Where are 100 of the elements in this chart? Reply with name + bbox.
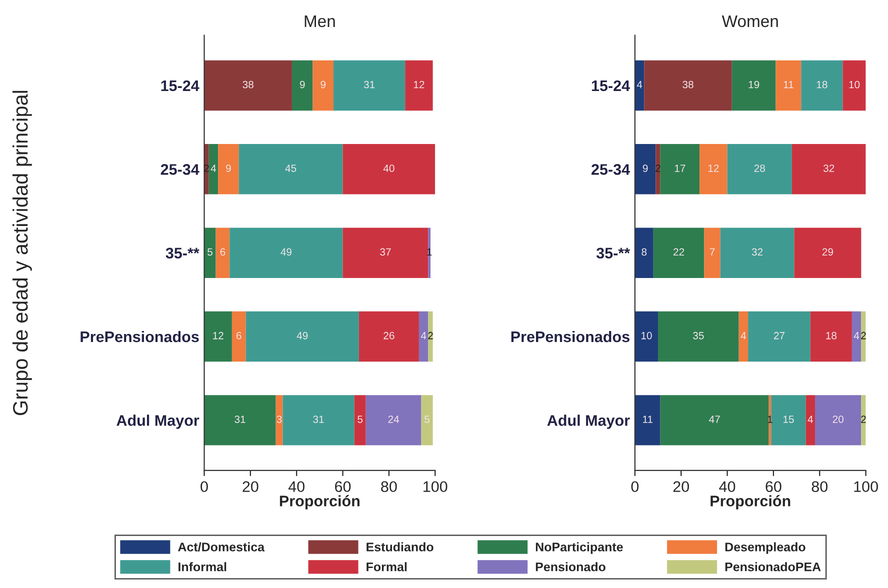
bar <box>358 311 419 362</box>
data-label: 31 <box>313 416 324 423</box>
data-label: 38 <box>242 80 254 88</box>
data-label: 4 <box>808 416 813 423</box>
bar <box>634 60 644 111</box>
bar <box>634 228 654 278</box>
data-label: 12 <box>414 80 424 88</box>
bar <box>634 144 656 194</box>
bar <box>861 395 866 446</box>
legend-label: Desempleado <box>725 542 806 554</box>
bar <box>204 311 232 362</box>
data-label: 2 <box>861 332 866 340</box>
x-tick-label: 60 <box>766 481 782 492</box>
data-label: 4 <box>740 332 746 340</box>
data-label: 24 <box>388 416 400 423</box>
bar <box>806 395 816 446</box>
bar <box>334 60 406 111</box>
data-label: 18 <box>826 332 837 340</box>
bar <box>246 311 359 362</box>
bar <box>653 228 704 278</box>
data-label: 11 <box>784 81 794 88</box>
bar <box>216 228 230 278</box>
legend-label: NoParticipante <box>536 542 623 554</box>
data-label: 35 <box>693 332 704 340</box>
data-label: 28 <box>754 164 765 172</box>
bar <box>810 311 852 362</box>
data-label: 12 <box>708 164 719 172</box>
x-tick-label: 80 <box>812 481 828 492</box>
bar <box>732 60 776 111</box>
x-tick-label: 0 <box>200 481 208 492</box>
bar <box>238 144 343 194</box>
bar <box>704 228 720 278</box>
x-tick-label: 20 <box>673 481 689 492</box>
x-tick-label: 20 <box>242 481 258 492</box>
data-label: 6 <box>236 332 242 340</box>
bar <box>342 144 436 194</box>
bar <box>801 60 843 111</box>
data-label: 22 <box>674 248 684 256</box>
data-label: 32 <box>752 248 763 256</box>
bar <box>418 311 428 362</box>
y-tick-label: 15-24 <box>592 80 630 92</box>
bar <box>232 311 246 362</box>
data-label: 18 <box>816 80 828 88</box>
bar <box>218 144 239 194</box>
data-label: 9 <box>320 80 326 88</box>
bar <box>794 228 862 278</box>
data-label: 20 <box>832 416 844 423</box>
bar <box>208 144 218 194</box>
bar <box>421 395 433 446</box>
data-label: 38 <box>682 80 694 88</box>
data-label: 10 <box>849 80 860 88</box>
x-tick-label: 0 <box>631 481 639 492</box>
data-label: 5 <box>208 248 212 256</box>
y-axis-title: Grupo de edad y actividad principal <box>12 90 32 416</box>
data-label: 40 <box>383 164 394 172</box>
bar <box>405 60 433 111</box>
y-tick-label: 25-34 <box>160 164 200 175</box>
y-tick-label: 35-** <box>596 248 630 259</box>
x-tick-label: 60 <box>335 481 351 492</box>
y-tick-label: Adul Mayor <box>116 414 200 429</box>
bar <box>727 144 792 194</box>
y-tick-label: PrePensionados <box>511 330 630 342</box>
bar <box>292 60 313 111</box>
data-label: 15 <box>783 416 794 423</box>
bar <box>660 144 700 194</box>
bar <box>282 395 354 446</box>
data-label: 9 <box>226 164 231 172</box>
data-label: 5 <box>358 416 363 423</box>
data-label: 37 <box>380 248 391 256</box>
y-tick-label: PrePensionados <box>80 330 199 342</box>
bar <box>230 228 343 278</box>
data-label: 27 <box>774 332 784 340</box>
chart-title: Women <box>722 15 778 28</box>
data-label: 8 <box>642 248 647 256</box>
data-label: 9 <box>300 80 305 88</box>
bar <box>720 228 794 278</box>
bar <box>276 395 283 446</box>
bar <box>634 395 660 446</box>
bar <box>748 311 810 362</box>
data-label: 2 <box>428 332 433 340</box>
data-label: 47 <box>709 416 720 423</box>
legend-label: PensionadoPEA <box>725 562 821 572</box>
data-label: 6 <box>220 248 226 256</box>
bar <box>366 395 422 446</box>
bar <box>815 395 862 446</box>
bar <box>658 311 739 362</box>
data-label: 4 <box>420 332 426 340</box>
x-tick-label: 80 <box>381 481 397 492</box>
x-axis-title: Proporción <box>710 495 790 510</box>
y-tick-label: 15-24 <box>161 80 200 92</box>
data-label: 49 <box>280 248 292 256</box>
data-label: 4 <box>636 81 642 88</box>
bar <box>792 144 866 194</box>
bar <box>428 311 433 362</box>
legend-label: Act/Domestica <box>178 542 265 552</box>
data-label: 26 <box>384 332 394 340</box>
data-label: 1 <box>427 248 432 256</box>
y-tick-label: Adul Mayor <box>547 414 630 429</box>
x-axis-title: Proporción <box>280 495 360 510</box>
bar <box>700 144 728 194</box>
